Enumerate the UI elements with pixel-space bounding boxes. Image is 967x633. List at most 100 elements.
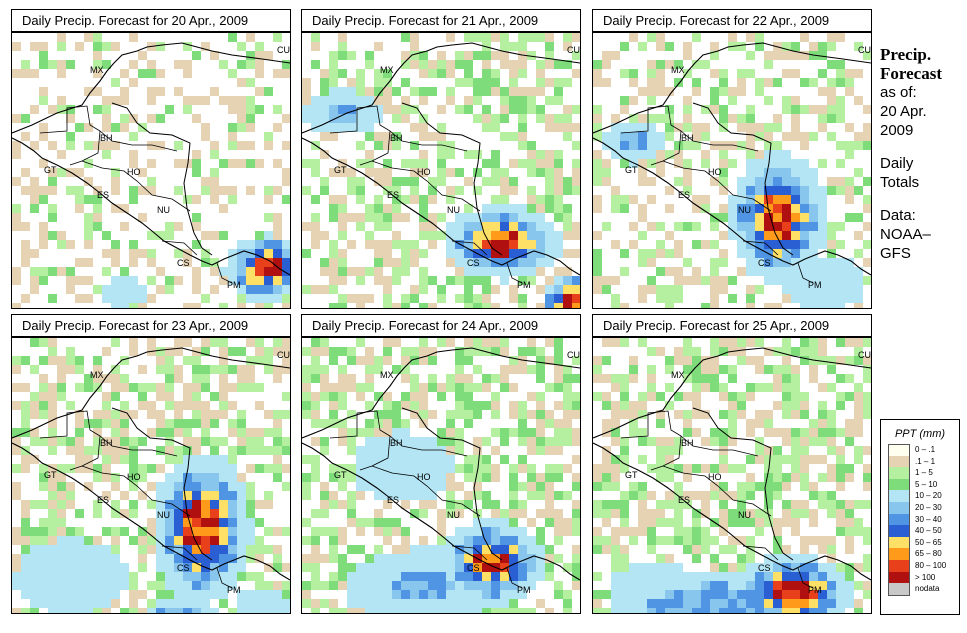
precip-cell — [156, 365, 165, 374]
precip-cell — [264, 240, 273, 249]
precip-cell — [282, 303, 290, 308]
precip-cell — [156, 231, 165, 240]
country-label-mx: MX — [671, 65, 685, 75]
precip-cell — [210, 141, 219, 150]
precip-cell — [120, 527, 129, 536]
precip-cell — [800, 428, 809, 437]
precip-cell — [383, 554, 392, 563]
precip-cell — [219, 527, 228, 536]
precip-cell — [746, 51, 755, 60]
precip-cell — [845, 195, 854, 204]
precip-cell — [237, 383, 246, 392]
precip-cell — [192, 303, 201, 308]
precip-cell — [482, 258, 491, 267]
precip-cell — [282, 437, 290, 446]
precip-cell — [210, 482, 219, 491]
precip-cell — [192, 500, 201, 509]
precip-cell — [692, 428, 701, 437]
precip-cell — [791, 114, 800, 123]
precip-cell — [356, 608, 365, 613]
precip-cell — [183, 303, 192, 308]
precip-cell — [392, 428, 401, 437]
precip-cell — [563, 132, 572, 141]
precip-cell — [491, 590, 500, 599]
precip-cell — [264, 410, 273, 419]
precip-cell — [66, 464, 75, 473]
precip-cell — [809, 132, 818, 141]
precip-cell — [455, 572, 464, 581]
precip-cell — [338, 536, 347, 545]
precip-cell — [120, 96, 129, 105]
precip-cell — [701, 599, 710, 608]
precip-cell — [755, 240, 764, 249]
precip-cell — [201, 338, 210, 347]
precip-cell — [755, 258, 764, 267]
precip-cell — [620, 509, 629, 518]
caption-asof: as of: — [880, 84, 917, 101]
coastline — [593, 347, 871, 581]
precip-cell — [374, 599, 383, 608]
precip-cell — [491, 231, 500, 240]
precip-cell — [527, 249, 536, 258]
precip-cell — [527, 96, 536, 105]
country-label-gt: GT — [625, 470, 638, 480]
precip-cell — [818, 563, 827, 572]
precip-cell — [518, 608, 527, 613]
precip-cell — [102, 554, 111, 563]
precip-cell — [665, 554, 674, 563]
precip-cell — [728, 276, 737, 285]
precip-cell — [264, 303, 273, 308]
precip-cell — [656, 114, 665, 123]
precip-cell — [791, 213, 800, 222]
precip-cell — [329, 258, 338, 267]
precip-cell — [863, 464, 871, 473]
precip-cell — [818, 240, 827, 249]
precip-cell — [201, 419, 210, 428]
precip-cell — [410, 195, 419, 204]
precip-cell — [563, 383, 572, 392]
precip-cell — [701, 240, 710, 249]
precip-cell — [111, 554, 120, 563]
precip-cell — [518, 240, 527, 249]
precip-cell — [311, 356, 320, 365]
precip-cell — [374, 96, 383, 105]
precip-cell — [683, 491, 692, 500]
precip-cell — [500, 249, 509, 258]
precip-cell — [737, 563, 746, 572]
precip-cell — [674, 141, 683, 150]
precip-cell — [455, 446, 464, 455]
precip-cell — [545, 114, 554, 123]
precip-cell — [48, 500, 57, 509]
precip-cell — [228, 258, 237, 267]
precip-cell — [536, 536, 545, 545]
precip-cell — [48, 105, 57, 114]
precip-cell — [401, 294, 410, 303]
precip-cell — [302, 599, 311, 608]
precip-cell — [611, 294, 620, 303]
precip-cell — [374, 482, 383, 491]
country-label-ho: HO — [127, 472, 141, 482]
precip-cell — [84, 608, 93, 613]
country-label-cu: CU — [277, 45, 290, 55]
precip-cell — [854, 294, 863, 303]
precip-cell — [620, 581, 629, 590]
precip-cell — [464, 545, 473, 554]
precip-cell — [755, 213, 764, 222]
precip-cell — [782, 572, 791, 581]
precip-cell — [536, 150, 545, 159]
precip-cell — [111, 590, 120, 599]
precip-cell — [602, 168, 611, 177]
precip-cell — [527, 446, 536, 455]
precip-cell — [156, 69, 165, 78]
precip-cell — [455, 428, 464, 437]
precip-cell — [39, 195, 48, 204]
precip-cell — [147, 500, 156, 509]
precip-cell — [12, 482, 21, 491]
precip-cell — [338, 231, 347, 240]
country-label-ho: HO — [708, 167, 722, 177]
precip-cell — [818, 186, 827, 195]
precip-cell — [719, 159, 728, 168]
precip-cell — [48, 608, 57, 613]
precip-cell — [737, 500, 746, 509]
precip-cell — [165, 365, 174, 374]
